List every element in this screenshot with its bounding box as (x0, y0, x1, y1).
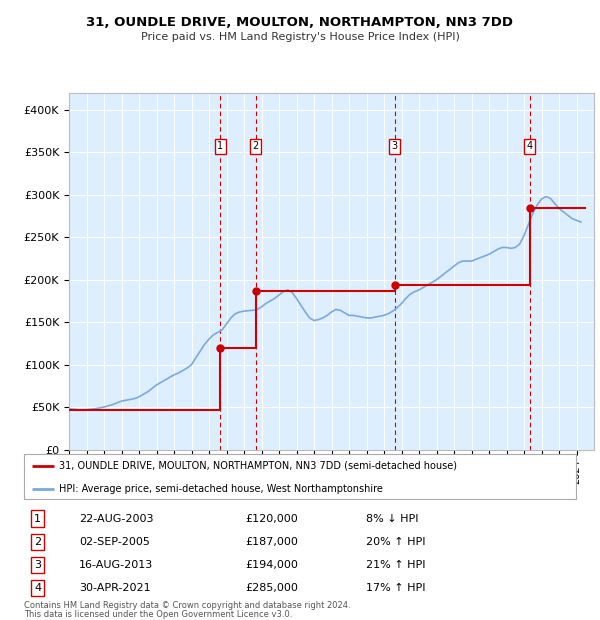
Text: 16-AUG-2013: 16-AUG-2013 (79, 560, 154, 570)
Text: Contains HM Land Registry data © Crown copyright and database right 2024.: Contains HM Land Registry data © Crown c… (24, 601, 350, 611)
Text: 3: 3 (392, 141, 398, 151)
Text: HPI: Average price, semi-detached house, West Northamptonshire: HPI: Average price, semi-detached house,… (59, 484, 383, 494)
Text: 31, OUNDLE DRIVE, MOULTON, NORTHAMPTON, NN3 7DD (semi-detached house): 31, OUNDLE DRIVE, MOULTON, NORTHAMPTON, … (59, 461, 457, 471)
Text: 31, OUNDLE DRIVE, MOULTON, NORTHAMPTON, NN3 7DD: 31, OUNDLE DRIVE, MOULTON, NORTHAMPTON, … (86, 16, 514, 29)
Text: 3: 3 (34, 560, 41, 570)
Text: 21% ↑ HPI: 21% ↑ HPI (366, 560, 426, 570)
Text: 1: 1 (34, 513, 41, 523)
Text: 4: 4 (34, 583, 41, 593)
Text: 30-APR-2021: 30-APR-2021 (79, 583, 151, 593)
Text: £194,000: £194,000 (245, 560, 298, 570)
Text: 4: 4 (527, 141, 533, 151)
Text: 22-AUG-2003: 22-AUG-2003 (79, 513, 154, 523)
Text: Price paid vs. HM Land Registry's House Price Index (HPI): Price paid vs. HM Land Registry's House … (140, 32, 460, 42)
Text: £187,000: £187,000 (245, 537, 298, 547)
Text: 8% ↓ HPI: 8% ↓ HPI (366, 513, 419, 523)
Text: £285,000: £285,000 (245, 583, 298, 593)
Text: £120,000: £120,000 (245, 513, 298, 523)
Text: 20% ↑ HPI: 20% ↑ HPI (366, 537, 426, 547)
Text: 02-SEP-2005: 02-SEP-2005 (79, 537, 150, 547)
Text: 2: 2 (253, 141, 259, 151)
Text: This data is licensed under the Open Government Licence v3.0.: This data is licensed under the Open Gov… (24, 610, 292, 619)
Text: 1: 1 (217, 141, 223, 151)
Text: 2: 2 (34, 537, 41, 547)
Text: 17% ↑ HPI: 17% ↑ HPI (366, 583, 426, 593)
